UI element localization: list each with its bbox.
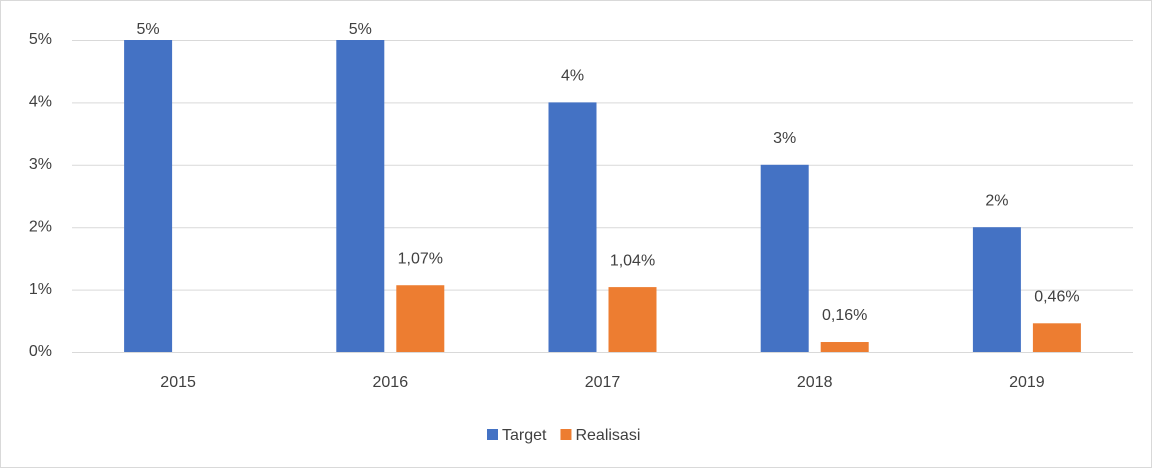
bar [1032, 323, 1081, 352]
x-tick-label: 2015 [160, 374, 196, 391]
data-label: 3% [773, 130, 796, 147]
bar [124, 40, 173, 352]
legend-label: Realisasi [575, 427, 640, 444]
y-tick-label: 4% [29, 94, 52, 111]
bar [336, 40, 385, 352]
bar [972, 227, 1021, 352]
y-tick-label: 3% [29, 156, 52, 173]
y-tick-label: 2% [29, 218, 52, 235]
x-tick-label: 2018 [797, 374, 833, 391]
legend-swatch [560, 429, 572, 440]
data-label: 1,07% [398, 250, 443, 267]
y-tick-label: 0% [29, 343, 52, 360]
y-tick-label: 1% [29, 281, 52, 298]
bar [608, 287, 657, 352]
data-label: 1,04% [610, 252, 655, 269]
x-tick-label: 2016 [373, 374, 409, 391]
y-tick-label: 5% [29, 31, 52, 48]
data-label: 5% [349, 21, 372, 38]
data-label: 0,46% [1034, 289, 1079, 306]
data-label: 4% [561, 68, 584, 85]
bar [820, 342, 869, 352]
legend-label: Target [502, 427, 547, 444]
data-label: 2% [985, 192, 1008, 209]
bar [760, 164, 809, 352]
data-label: 5% [137, 21, 160, 38]
bar [548, 102, 597, 353]
x-tick-label: 2019 [1009, 374, 1045, 391]
data-label: 0,16% [822, 307, 867, 324]
x-tick-label: 2017 [585, 374, 621, 391]
legend-swatch [487, 429, 498, 440]
bar [396, 285, 445, 352]
